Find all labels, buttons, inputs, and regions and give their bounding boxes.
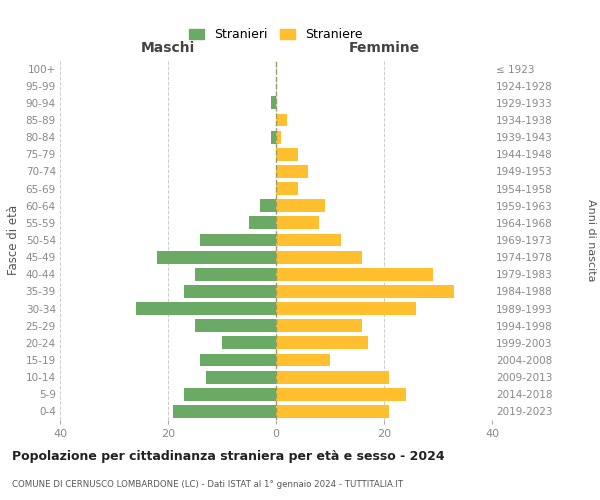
Text: Femmine: Femmine (349, 41, 419, 55)
Bar (276, 216, 319, 230)
Bar (276, 114, 287, 126)
Bar (271, 130, 276, 143)
Y-axis label: Fasce di età: Fasce di età (7, 205, 20, 275)
Text: Anni di nascita: Anni di nascita (586, 198, 596, 281)
Bar (173, 405, 276, 418)
Bar (195, 320, 276, 332)
Bar (276, 268, 433, 280)
Bar (276, 370, 389, 384)
Bar (276, 182, 298, 195)
Bar (206, 370, 276, 384)
Bar (260, 200, 276, 212)
Bar (200, 354, 276, 366)
Text: COMUNE DI CERNUSCO LOMBARDONE (LC) - Dati ISTAT al 1° gennaio 2024 - TUTTITALIA.: COMUNE DI CERNUSCO LOMBARDONE (LC) - Dat… (12, 480, 403, 489)
Bar (276, 320, 362, 332)
Bar (276, 250, 362, 264)
Bar (276, 234, 341, 246)
Bar (276, 165, 308, 178)
Text: Popolazione per cittadinanza straniera per età e sesso - 2024: Popolazione per cittadinanza straniera p… (12, 450, 445, 463)
Bar (276, 200, 325, 212)
Bar (184, 285, 276, 298)
Legend: Stranieri, Straniere: Stranieri, Straniere (184, 23, 368, 46)
Bar (276, 302, 416, 315)
Bar (200, 234, 276, 246)
Bar (276, 285, 454, 298)
Bar (271, 96, 276, 110)
Bar (136, 302, 276, 315)
Text: Maschi: Maschi (141, 41, 195, 55)
Bar (157, 250, 276, 264)
Bar (276, 148, 298, 160)
Bar (222, 336, 276, 349)
Bar (276, 388, 406, 400)
Bar (276, 130, 281, 143)
Bar (249, 216, 276, 230)
Bar (195, 268, 276, 280)
Bar (276, 336, 368, 349)
Bar (276, 405, 389, 418)
Bar (276, 354, 330, 366)
Bar (184, 388, 276, 400)
